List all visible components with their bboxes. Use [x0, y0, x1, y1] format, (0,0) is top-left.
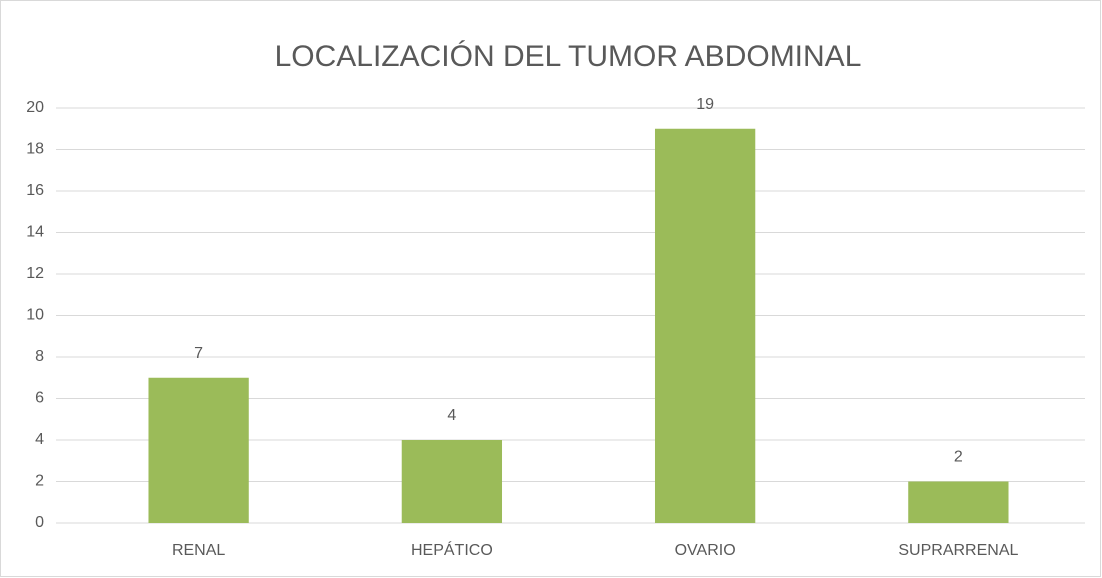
- x-tick-label: HEPÁTICO: [411, 540, 493, 559]
- y-tick-label: 20: [26, 99, 44, 116]
- x-tick-label: OVARIO: [675, 542, 736, 559]
- bar: [654, 128, 756, 523]
- x-tick-label: SUPRARRENAL: [898, 542, 1018, 559]
- data-label: 19: [696, 96, 714, 113]
- y-tick-label: 16: [26, 182, 44, 199]
- y-tick-label: 18: [26, 141, 44, 158]
- y-tick-label: 12: [26, 265, 44, 282]
- bar: [148, 377, 249, 523]
- y-tick-label: 6: [35, 390, 44, 407]
- y-tick-label: 2: [35, 473, 44, 490]
- bar: [908, 481, 1009, 523]
- y-tick-label: 10: [26, 307, 44, 324]
- data-label: 2: [954, 449, 963, 466]
- bar: [401, 440, 503, 523]
- y-tick-label: 14: [26, 224, 44, 241]
- y-tick-label: 0: [35, 514, 44, 531]
- data-label: 7: [194, 345, 203, 362]
- data-label: 4: [447, 407, 456, 424]
- chart-title: LOCALIZACIÓN DEL TUMOR ABDOMINAL: [275, 40, 862, 73]
- x-tick-label: RENAL: [172, 542, 225, 559]
- y-tick-label: 4: [35, 431, 44, 448]
- y-tick-label: 8: [35, 348, 44, 365]
